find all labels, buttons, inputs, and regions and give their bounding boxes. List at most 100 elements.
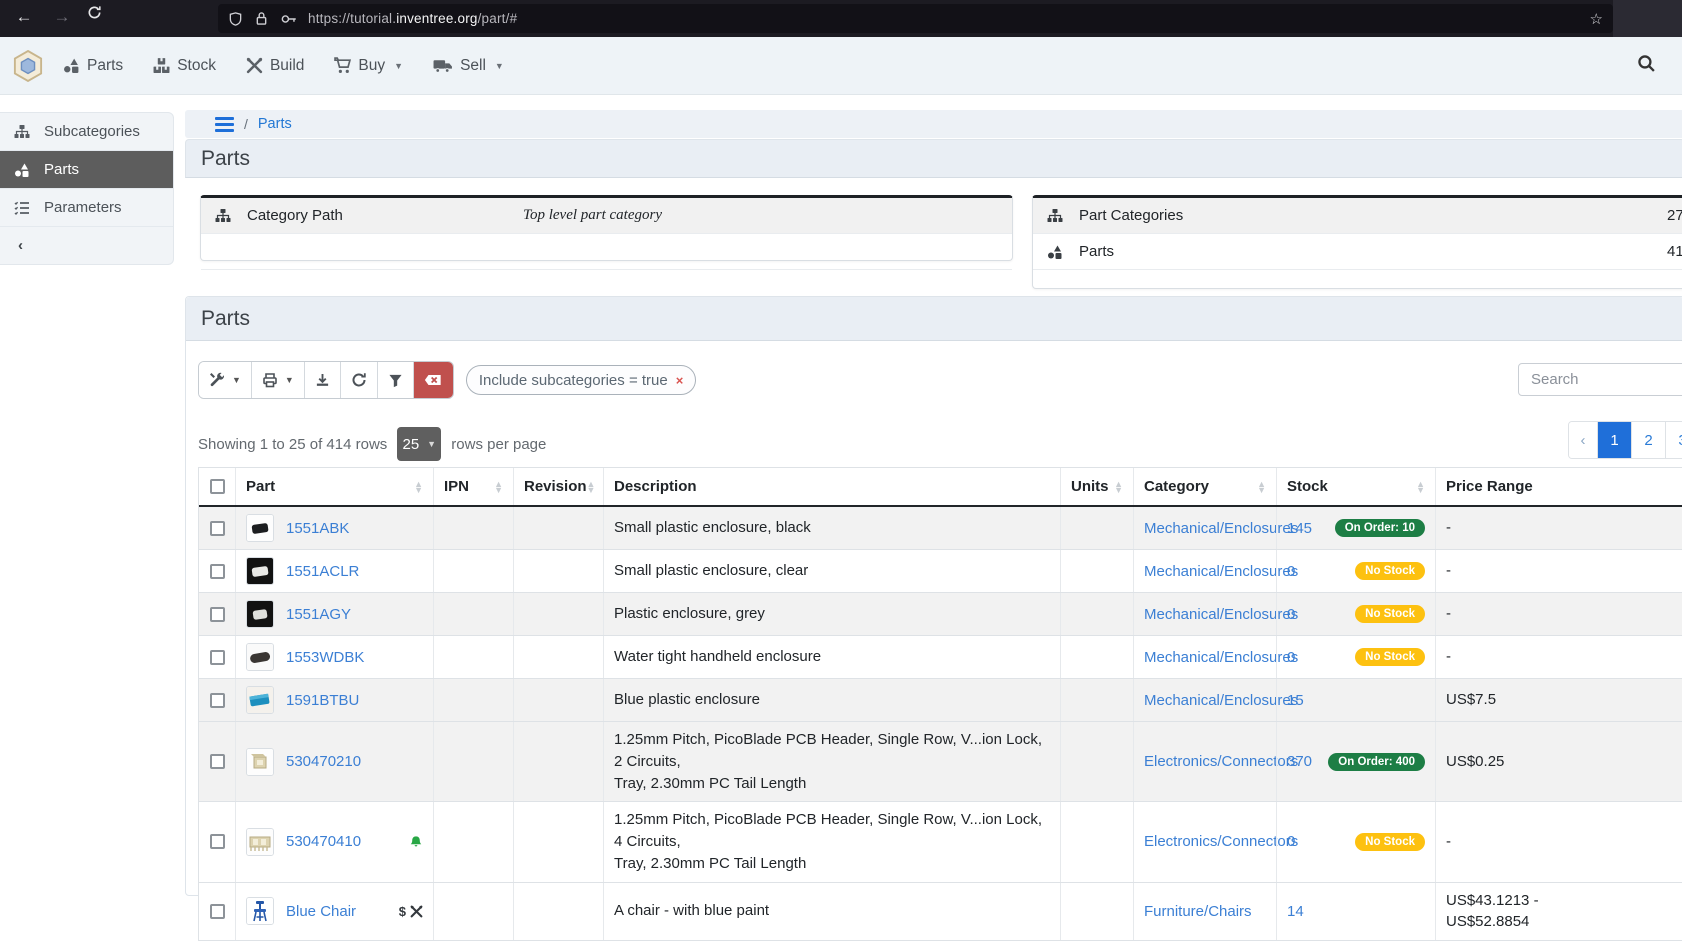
search-icon[interactable] bbox=[1637, 54, 1656, 78]
sort-icon[interactable]: ▲▼ bbox=[1416, 481, 1425, 493]
actions-dropdown-button[interactable]: ▼ bbox=[199, 362, 251, 398]
column-header-stock[interactable]: Stock▲▼ bbox=[1276, 468, 1435, 505]
clear-filters-button[interactable] bbox=[413, 362, 453, 398]
row-checkbox[interactable] bbox=[210, 904, 225, 919]
column-header-ipn[interactable]: IPN▲▼ bbox=[433, 468, 513, 505]
column-header-revision[interactable]: Revision▲▼ bbox=[513, 468, 603, 505]
breadcrumb: / Parts bbox=[185, 110, 1682, 138]
part-link[interactable]: 1551ABK bbox=[286, 520, 349, 537]
sort-icon[interactable]: ▲▼ bbox=[587, 481, 596, 493]
part-thumbnail[interactable] bbox=[246, 600, 274, 628]
select-all-checkbox[interactable] bbox=[210, 479, 225, 494]
part-thumbnail[interactable] bbox=[246, 828, 274, 856]
sidebar-item-parameters[interactable]: Parameters bbox=[0, 189, 173, 227]
row-checkbox[interactable] bbox=[210, 693, 225, 708]
cell-ipn bbox=[433, 679, 513, 721]
sitemap-icon bbox=[1047, 208, 1063, 224]
sidebar-item-parts[interactable]: Parts bbox=[0, 151, 173, 189]
stock-count-link[interactable]: 0 bbox=[1287, 649, 1295, 666]
part-link[interactable]: 530470210 bbox=[286, 753, 361, 770]
sidebar-collapse-button[interactable]: ‹ bbox=[0, 227, 173, 264]
breadcrumb-separator: / bbox=[244, 116, 248, 132]
print-dropdown-button[interactable]: ▼ bbox=[251, 362, 304, 398]
cell-ipn bbox=[433, 593, 513, 635]
nav-item-label: Buy bbox=[358, 57, 385, 75]
sort-icon[interactable]: ▲▼ bbox=[1114, 481, 1123, 493]
part-thumbnail[interactable] bbox=[246, 557, 274, 585]
part-thumbnail[interactable] bbox=[246, 897, 274, 925]
sidebar-item-label: Parts bbox=[44, 161, 79, 178]
row-checkbox[interactable] bbox=[210, 521, 225, 536]
nav-item-parts[interactable]: Parts bbox=[63, 57, 123, 75]
stock-count-link[interactable]: 0 bbox=[1287, 833, 1295, 850]
part-link[interactable]: Blue Chair bbox=[286, 903, 356, 920]
stock-count-link[interactable]: 145 bbox=[1287, 520, 1312, 537]
row-checkbox[interactable] bbox=[210, 564, 225, 579]
filter-button[interactable] bbox=[377, 362, 413, 398]
nav-item-stock[interactable]: Stock bbox=[153, 57, 216, 75]
part-thumbnail[interactable] bbox=[246, 686, 274, 714]
shield-icon[interactable] bbox=[228, 11, 243, 27]
stock-count-link[interactable]: 14 bbox=[1287, 903, 1304, 920]
browser-back-button[interactable]: ← bbox=[12, 7, 36, 27]
page-size-dropdown[interactable]: 25▼ bbox=[397, 427, 441, 461]
sort-icon[interactable]: ▲▼ bbox=[494, 481, 503, 493]
row-checkbox[interactable] bbox=[210, 650, 225, 665]
part-thumbnail[interactable] bbox=[246, 748, 274, 776]
column-label: Category bbox=[1144, 478, 1209, 495]
nav-item-label: Stock bbox=[177, 57, 216, 75]
cell-units bbox=[1060, 507, 1133, 549]
shapes-icon bbox=[1047, 244, 1063, 260]
url-bar[interactable]: https://tutorial.inventree.org/part/# ☆ bbox=[218, 4, 1613, 33]
inventree-logo[interactable] bbox=[13, 50, 43, 82]
pagination-page-1[interactable]: 1 bbox=[1597, 422, 1631, 458]
row-checkbox[interactable] bbox=[210, 754, 225, 769]
sort-icon[interactable]: ▲▼ bbox=[1257, 481, 1266, 493]
table-search-input[interactable] bbox=[1518, 363, 1682, 396]
row-checkbox[interactable] bbox=[210, 607, 225, 622]
column-header-category[interactable]: Category ▲▼ bbox=[1133, 468, 1276, 505]
rows-per-page-text: rows per page bbox=[451, 436, 546, 453]
stock-count-link[interactable]: 370 bbox=[1287, 753, 1312, 770]
bookmark-star-icon[interactable]: ☆ bbox=[1590, 10, 1603, 28]
part-thumbnail[interactable] bbox=[246, 643, 274, 671]
lock-icon[interactable] bbox=[255, 11, 268, 26]
part-link[interactable]: 1551ACLR bbox=[286, 563, 359, 580]
filter-chip-close-icon[interactable]: × bbox=[676, 373, 684, 388]
stock-count-link[interactable]: 0 bbox=[1287, 606, 1295, 623]
refresh-button[interactable] bbox=[340, 362, 377, 398]
stock-count-link[interactable]: 0 bbox=[1287, 563, 1295, 580]
stock-count-link[interactable]: 15 bbox=[1287, 692, 1304, 709]
part-link[interactable]: 1551AGY bbox=[286, 606, 351, 623]
key-icon[interactable] bbox=[280, 12, 298, 26]
row-checkbox[interactable] bbox=[210, 834, 225, 849]
column-header-units[interactable]: Units▲▼ bbox=[1060, 468, 1133, 505]
dollar-icon: $ bbox=[399, 904, 406, 919]
part-link[interactable]: 1591BTBU bbox=[286, 692, 359, 709]
column-header-description: Description bbox=[603, 468, 1060, 505]
cell-description: Plastic enclosure, grey bbox=[614, 603, 765, 625]
nav-item-sell[interactable]: Sell▼ bbox=[433, 57, 504, 75]
browser-forward-button[interactable]: → bbox=[50, 7, 74, 27]
category-link[interactable]: Furniture/Chairs bbox=[1144, 903, 1252, 920]
nav-item-build[interactable]: Build bbox=[246, 57, 304, 75]
menu-icon[interactable] bbox=[215, 117, 234, 132]
sidebar-item-subcategories[interactable]: Subcategories bbox=[0, 113, 173, 151]
part-link[interactable]: 1553WDBK bbox=[286, 649, 364, 666]
pagination-page-prev[interactable]: ‹ bbox=[1569, 422, 1597, 458]
cart-icon bbox=[334, 57, 351, 74]
cell-description: Water tight handheld enclosure bbox=[614, 646, 821, 668]
column-header-part[interactable]: Part▲▼ bbox=[235, 468, 433, 505]
pagination-page-2[interactable]: 2 bbox=[1631, 422, 1665, 458]
part-link[interactable]: 530470410 bbox=[286, 833, 361, 850]
pagination-page-3[interactable]: 3 bbox=[1665, 422, 1682, 458]
browser-reload-button[interactable] bbox=[82, 5, 106, 25]
nav-item-buy[interactable]: Buy▼ bbox=[334, 57, 403, 75]
sort-icon[interactable]: ▲▼ bbox=[414, 481, 423, 493]
part-thumbnail[interactable] bbox=[246, 514, 274, 542]
download-button[interactable] bbox=[304, 362, 340, 398]
breadcrumb-link-parts[interactable]: Parts bbox=[258, 116, 292, 132]
